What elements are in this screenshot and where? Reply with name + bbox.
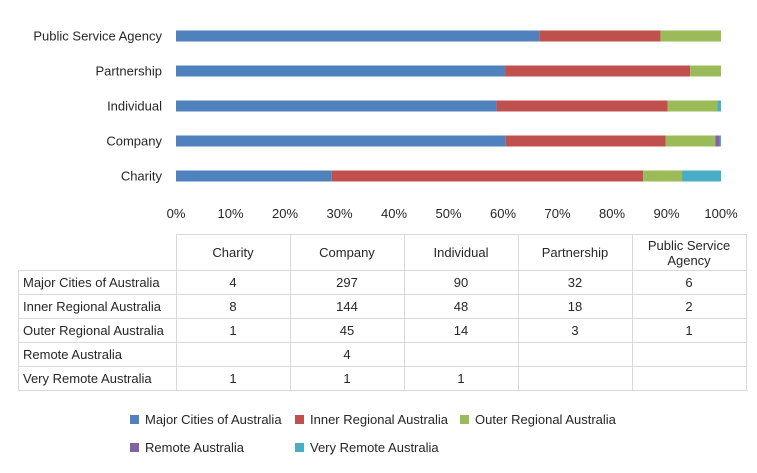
x-tick-label: 10% xyxy=(217,206,243,221)
table-row: Remote Australia 4 xyxy=(18,342,747,367)
x-axis-ticks: 0% 10% 20% 30% 40% 50% 60% 70% 80% 90% 100% xyxy=(167,206,738,221)
table-cell: 144 xyxy=(289,294,405,319)
bar-company-major-cities-of-australia xyxy=(176,135,506,147)
bar-company-very-remote-australia xyxy=(719,135,721,147)
category-label: Company xyxy=(106,134,162,149)
legend-swatch xyxy=(295,443,304,452)
category-label: Partnership xyxy=(96,64,162,79)
table-row-label: Remote Australia xyxy=(18,342,177,367)
bar-partnership-major-cities-of-australia xyxy=(176,65,506,77)
category-label: Public Service Agency xyxy=(33,29,162,44)
legend-label: Outer Regional Australia xyxy=(475,412,616,427)
bar-partnership-inner-regional-australia xyxy=(505,65,691,77)
bar-charity-very-remote-australia xyxy=(682,170,721,182)
table-row: Major Cities of Australia 4 297 90 32 6 xyxy=(18,270,747,295)
legend-label: Major Cities of Australia xyxy=(145,412,282,427)
legend-swatch xyxy=(460,415,469,424)
bar-individual-outer-regional-australia xyxy=(667,100,718,112)
legend-item-inner-regional-australia: Inner Regional Australia xyxy=(295,412,448,427)
table-row: Very Remote Australia 1 1 1 xyxy=(18,366,747,391)
table-cell: 6 xyxy=(631,270,747,295)
table-cell: 48 xyxy=(403,294,519,319)
category-labels: Public Service Agency Partnership Individu… xyxy=(33,29,162,184)
table-cell: 4 xyxy=(175,270,291,295)
table-column-header: Public Service Agency xyxy=(631,234,747,271)
bar-company-outer-regional-australia xyxy=(665,135,716,147)
table-cell: 2 xyxy=(631,294,747,319)
table-cell: 32 xyxy=(517,270,633,295)
table-row: Outer Regional Australia 1 45 14 3 1 xyxy=(18,318,747,343)
table-corner xyxy=(18,234,177,271)
bar-partnership-outer-regional-australia xyxy=(690,65,721,77)
stacked-bar-chart: Public Service Agency Partnership Individu… xyxy=(33,29,738,222)
table-row-label: Outer Regional Australia xyxy=(18,318,177,343)
table-row-label: Inner Regional Australia xyxy=(18,294,177,319)
table-cell: 1 xyxy=(175,366,291,391)
x-tick-label: 40% xyxy=(381,206,407,221)
bar-charity-outer-regional-australia xyxy=(643,170,683,182)
legend-item-outer-regional-australia: Outer Regional Australia xyxy=(460,412,616,427)
table-row: Inner Regional Australia 8 144 48 18 2 xyxy=(18,294,747,319)
legend-label: Inner Regional Australia xyxy=(310,412,449,427)
legend-label: Remote Australia xyxy=(145,440,244,455)
table-cell: 1 xyxy=(289,366,405,391)
table-cell xyxy=(517,366,633,391)
table-cell: 45 xyxy=(289,318,405,343)
table-row-label: Major Cities of Australia xyxy=(18,270,177,295)
table-cell: 1 xyxy=(175,318,291,343)
table-column-header: Individual xyxy=(403,234,519,271)
legend-swatch xyxy=(295,415,304,424)
table-cell xyxy=(517,342,633,367)
x-tick-label: 70% xyxy=(544,206,570,221)
bar-individual-inner-regional-australia xyxy=(496,100,668,112)
x-tick-label: 80% xyxy=(599,206,625,221)
table-cell xyxy=(403,342,519,367)
bar-company-inner-regional-australia xyxy=(505,135,666,147)
x-tick-label: 20% xyxy=(272,206,298,221)
table-row-label: Very Remote Australia xyxy=(18,366,177,391)
table-cell: 8 xyxy=(175,294,291,319)
bar-charity-major-cities-of-australia xyxy=(176,170,332,182)
x-tick-label: 90% xyxy=(653,206,679,221)
table-column-header: Charity xyxy=(175,234,291,271)
x-tick-label: 50% xyxy=(435,206,461,221)
legend-item-remote-australia: Remote Australia xyxy=(130,440,244,455)
legend-item-major-cities-of-australia: Major Cities of Australia xyxy=(130,412,282,427)
bar-charity-inner-regional-australia xyxy=(331,170,644,182)
legend-swatch xyxy=(130,415,139,424)
table-cell: 297 xyxy=(289,270,405,295)
table-column-header: Company xyxy=(289,234,405,271)
table-column-header: Partnership xyxy=(517,234,633,271)
table-cell: 4 xyxy=(289,342,405,367)
x-tick-label: 100% xyxy=(704,206,738,221)
table-cell xyxy=(631,366,747,391)
x-tick-label: 30% xyxy=(326,206,352,221)
bar-company-remote-australia xyxy=(715,135,720,147)
category-label: Charity xyxy=(121,169,163,184)
bar-public-service-agency-major-cities-of-australia xyxy=(176,30,540,42)
bar-public-service-agency-inner-regional-australia xyxy=(539,30,661,42)
table-cell: 3 xyxy=(517,318,633,343)
x-tick-label: 60% xyxy=(490,206,516,221)
x-tick-label: 0% xyxy=(167,206,186,221)
table-cell: 1 xyxy=(631,318,747,343)
legend-label: Very Remote Australia xyxy=(310,440,439,455)
table-cell: 90 xyxy=(403,270,519,295)
bar-individual-major-cities-of-australia xyxy=(176,100,497,112)
table-cell xyxy=(631,342,747,367)
data-table: Charity Company Individual Partnership Publi… xyxy=(18,234,747,391)
bar-public-service-agency-outer-regional-australia xyxy=(660,30,721,42)
table-cell: 1 xyxy=(403,366,519,391)
table-cell: 14 xyxy=(403,318,519,343)
table-cell xyxy=(175,342,291,367)
table-cell: 18 xyxy=(517,294,633,319)
legend-swatch xyxy=(130,443,139,452)
category-label: Individual xyxy=(107,99,162,114)
bar-group xyxy=(176,30,721,182)
legend-item-very-remote-australia: Very Remote Australia xyxy=(295,440,439,455)
table-header-row: Charity Company Individual Partnership Publi… xyxy=(18,234,747,271)
bar-individual-very-remote-australia xyxy=(717,100,721,112)
